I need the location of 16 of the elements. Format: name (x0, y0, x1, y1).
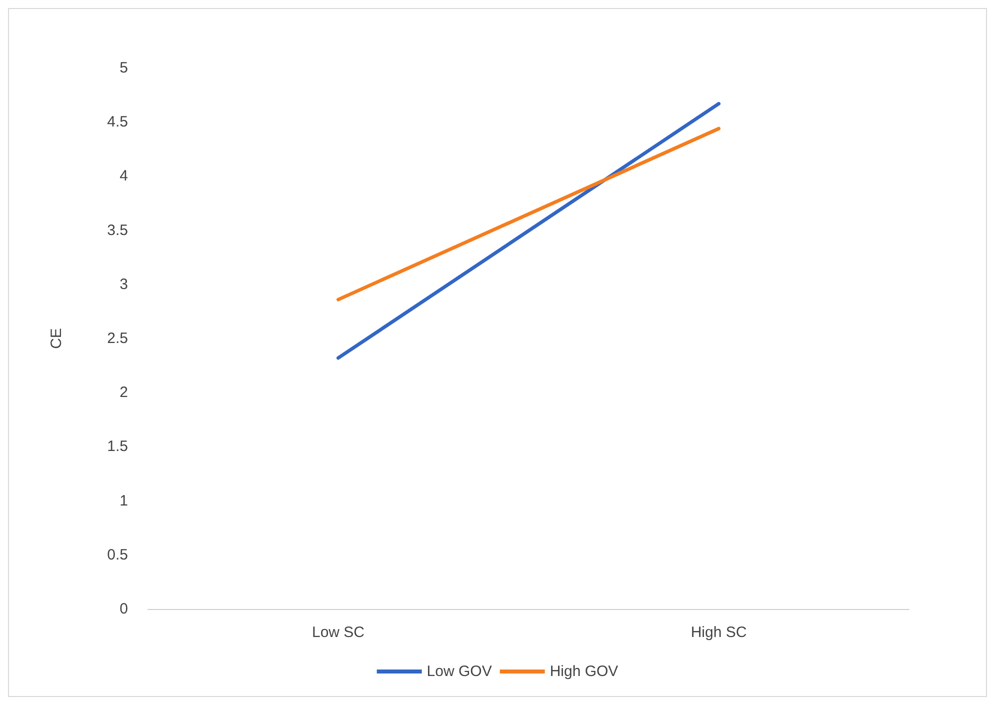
legend-label: Low GOV (426, 663, 492, 680)
y-tick-label: 0 (120, 600, 128, 618)
y-tick-label: 1 (120, 492, 128, 510)
y-tick-label: 5 (120, 60, 128, 76)
y-tick-label: 0.5 (107, 546, 128, 564)
y-axis-title: CE (48, 328, 65, 349)
y-tick-label: 4 (120, 168, 128, 185)
y-tick-label: 3.5 (107, 222, 128, 239)
legend-label: High GOV (550, 663, 618, 680)
x-tick-label: High SC (690, 624, 747, 641)
y-tick-label: 2.5 (107, 330, 128, 347)
x-tick-label: Low SC (312, 624, 365, 641)
y-tick-label: 4.5 (107, 114, 128, 131)
y-tick-label: 2 (120, 384, 128, 402)
y-tick-label: 3 (120, 276, 128, 293)
y-tick-label: 1.5 (107, 438, 128, 456)
